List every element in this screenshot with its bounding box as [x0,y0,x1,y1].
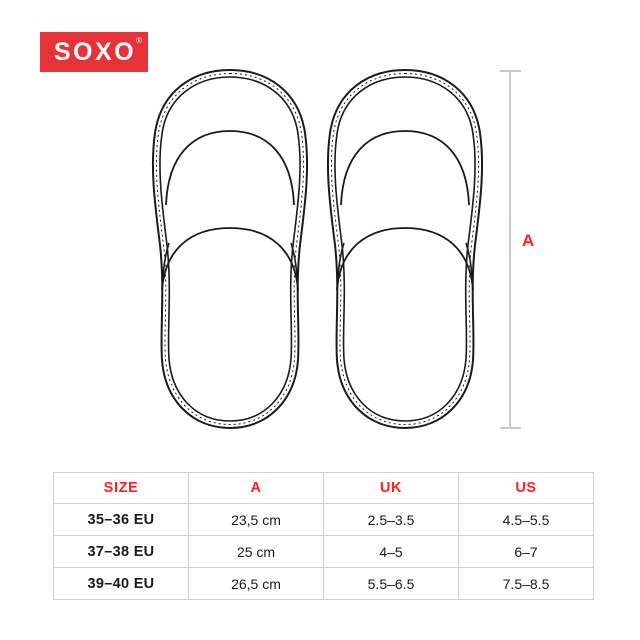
table-header-row: SIZE A UK US [53,472,594,504]
right-sole-outline [326,68,484,430]
brand-logo-text: SOXO [53,37,137,66]
left-strap-lower-edge [161,227,299,291]
right-strap-junction-right [465,242,474,291]
column-header-a: A [188,472,324,504]
right-strap-lower-edge [336,227,474,291]
left-slipper [151,68,309,430]
left-strap-upper-edge [165,130,295,206]
right-sole-inner-contour [334,76,476,422]
table-row: 39–40 EU 26,5 cm 5.5–6.5 7.5–8.5 [53,567,594,600]
left-strap-junction-right [290,242,299,291]
right-slipper [326,68,484,430]
left-strap-junction-left [161,242,170,291]
column-header-uk: UK [323,472,459,504]
column-header-us: US [458,472,594,504]
cell-uk: 2.5–3.5 [323,503,459,536]
cell-a: 26,5 cm [188,567,324,600]
column-header-size: SIZE [53,472,189,504]
right-strap-upper-edge [340,130,470,206]
left-sole-inner-contour [159,76,301,422]
brand-logo: SOXO ® [40,32,148,72]
cell-size: 37–38 EU [53,535,189,568]
cell-us: 4.5–5.5 [458,503,594,536]
dimension-line-a [500,70,521,429]
left-sole-outline [151,68,309,430]
dimension-label-a: A [522,231,535,250]
cell-us: 6–7 [458,535,594,568]
right-strap-junction-left [336,242,345,291]
cell-size: 35–36 EU [53,503,189,536]
right-stitch-line [330,72,480,426]
registered-trademark-icon: ® [136,36,142,45]
slippers-diagram [151,68,521,430]
cell-a: 23,5 cm [188,503,324,536]
cell-uk: 5.5–6.5 [323,567,459,600]
cell-uk: 4–5 [323,535,459,568]
table-row: 37–38 EU 25 cm 4–5 6–7 [53,535,594,568]
size-chart-table: SIZE A UK US 35–36 EU 23,5 cm 2.5–3.5 4.… [53,472,594,600]
cell-us: 7.5–8.5 [458,567,594,600]
cell-size: 39–40 EU [53,567,189,600]
cell-a: 25 cm [188,535,324,568]
table-row: 35–36 EU 23,5 cm 2.5–3.5 4.5–5.5 [53,503,594,536]
left-stitch-line [155,72,305,426]
